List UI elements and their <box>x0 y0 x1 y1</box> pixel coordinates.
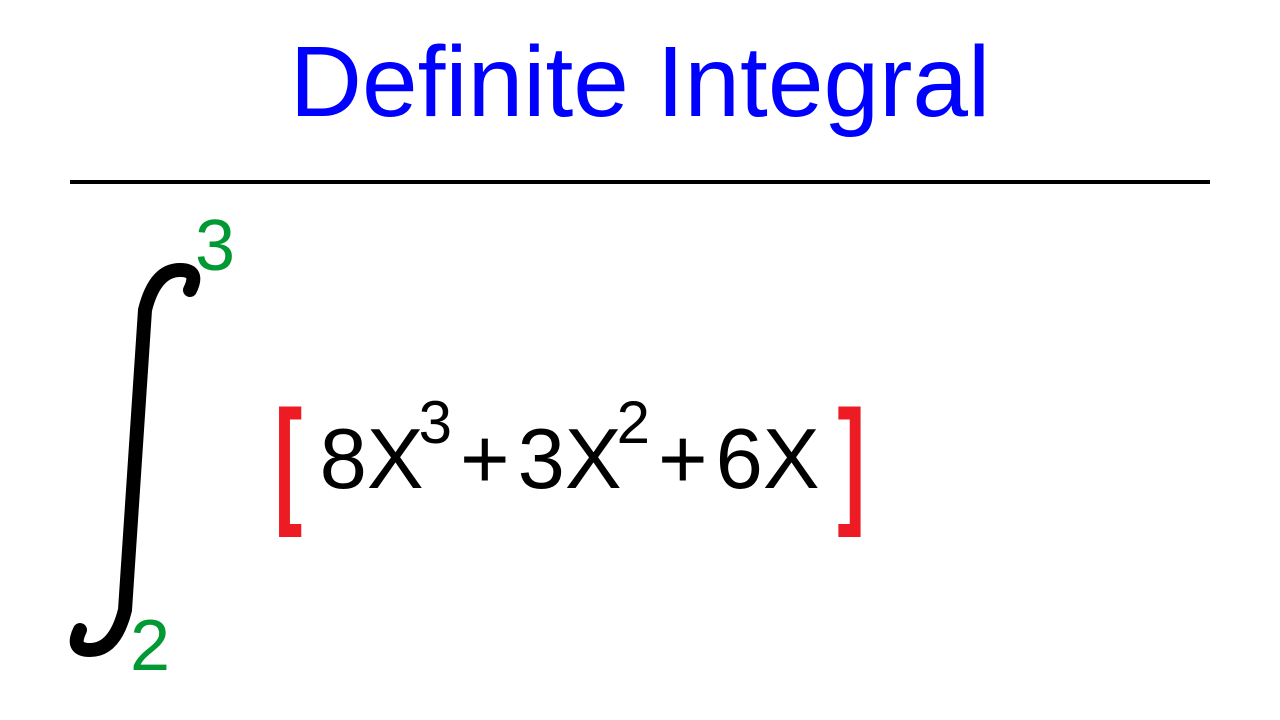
term2-variable: X <box>565 412 622 507</box>
title-divider <box>70 180 1210 184</box>
bracket-right: ] <box>837 390 865 530</box>
bracket-left: [ <box>274 390 302 530</box>
term3-variable: X <box>763 412 820 507</box>
term-1: 8X3 <box>320 411 452 509</box>
term-3: 6X <box>716 411 820 509</box>
plus-1: + <box>460 411 510 509</box>
term-2: 3X2 <box>518 411 650 509</box>
plus-2: + <box>658 411 708 509</box>
term2-exponent: 2 <box>617 389 650 456</box>
expression-container: [ 8X3+3X2+6X ] <box>265 390 874 530</box>
polynomial-expression: 8X3+3X2+6X <box>302 411 838 509</box>
term1-variable: X <box>367 412 424 507</box>
upper-limit: 3 <box>195 205 235 287</box>
page-title: Definite Integral <box>290 25 990 140</box>
term3-coefficient: 6 <box>716 412 763 507</box>
term1-coefficient: 8 <box>320 412 367 507</box>
term2-coefficient: 3 <box>518 412 565 507</box>
term1-exponent: 3 <box>419 389 452 456</box>
lower-limit: 2 <box>130 605 170 687</box>
